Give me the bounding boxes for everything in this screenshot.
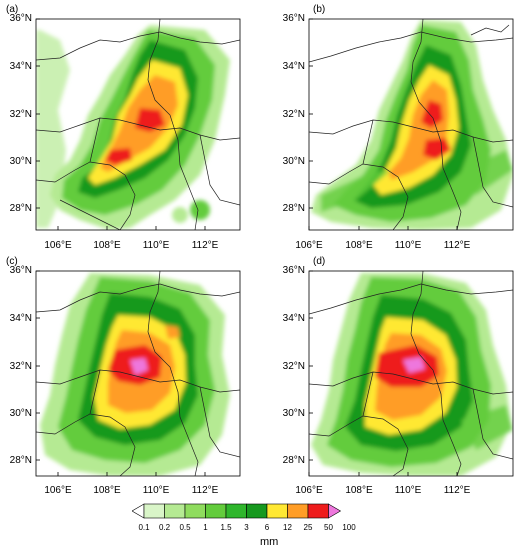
colorbar-box bbox=[164, 503, 186, 519]
lat-label: 34°N bbox=[9, 61, 32, 72]
colorbar-tick-label: 0.1 bbox=[138, 523, 150, 532]
lat-label: 30°N bbox=[282, 408, 305, 419]
colorbar-box bbox=[184, 503, 206, 519]
panel-label: (c) bbox=[6, 256, 18, 267]
colorbar-tick-label: 12 bbox=[283, 523, 292, 532]
precip-map-a bbox=[35, 18, 241, 231]
colorbar-box bbox=[246, 503, 268, 519]
precip-map-d bbox=[308, 270, 514, 477]
map-panel-b: (b) 36°N 34°N 32°N 30°N 28°N 106°E 108°E… bbox=[261, 0, 522, 262]
lon-label: 112°E bbox=[443, 485, 471, 496]
lat-label: 36°N bbox=[282, 13, 305, 24]
lat-label: 32°N bbox=[282, 109, 305, 120]
colorbar-tick-label: 3 bbox=[244, 523, 249, 532]
panel-label: (b) bbox=[313, 4, 326, 15]
panel-label: (d) bbox=[313, 256, 326, 267]
lon-label: 106°E bbox=[295, 485, 323, 496]
lat-label: 34°N bbox=[282, 61, 305, 72]
precip-map-c bbox=[35, 270, 241, 477]
lat-label: 30°N bbox=[282, 156, 305, 167]
colorbar-tick-label: 0.2 bbox=[158, 523, 171, 532]
lat-label: 28°N bbox=[9, 203, 32, 214]
map-panel-a: (a) 36°N 34°N 32°N 30°N 28°N 106°E 108°E… bbox=[0, 0, 261, 262]
lat-label: 28°N bbox=[282, 455, 305, 466]
lat-label: 34°N bbox=[9, 313, 32, 324]
lat-label: 30°N bbox=[9, 408, 32, 419]
lat-label: 28°N bbox=[9, 455, 32, 466]
colorbar-tick-label: 6 bbox=[264, 523, 270, 532]
map-panel-d: (d) 36°N 34°N 32°N 30°N 28°N 106°E 108°E… bbox=[261, 245, 522, 507]
colorbar-tick-label: 1 bbox=[203, 523, 208, 532]
colorbar-end-left bbox=[132, 503, 145, 519]
precip-map-b bbox=[308, 18, 514, 231]
colorbar-tick-label: 0.5 bbox=[179, 523, 191, 532]
lat-label: 34°N bbox=[282, 313, 305, 324]
colorbar-tick-label: 25 bbox=[303, 523, 313, 532]
lon-label: 110°E bbox=[142, 485, 170, 496]
colorbar-tick-label: 100 bbox=[342, 523, 356, 532]
lat-label: 30°N bbox=[9, 156, 32, 167]
lon-label: 112°E bbox=[191, 240, 219, 251]
lat-label: 36°N bbox=[9, 13, 32, 24]
map-panel-c: (c) 36°N 34°N 32°N 30°N 28°N 106°E 108°E… bbox=[0, 245, 261, 507]
colorbar-unit: mm bbox=[260, 536, 279, 548]
colorbar-box bbox=[307, 503, 329, 519]
lon-label: 108°E bbox=[345, 485, 373, 496]
colorbar-end-right bbox=[328, 503, 342, 519]
lat-label: 32°N bbox=[9, 361, 32, 372]
lat-label: 28°N bbox=[282, 203, 305, 214]
lon-label: 110°E bbox=[394, 240, 422, 251]
colorbar-box bbox=[287, 503, 309, 519]
lon-label: 106°E bbox=[44, 485, 72, 496]
colorbar-box bbox=[205, 503, 227, 519]
lon-label: 106°E bbox=[44, 240, 72, 251]
lon-label: 112°E bbox=[443, 240, 471, 251]
lat-label: 32°N bbox=[9, 109, 32, 120]
colorbar-box bbox=[266, 503, 288, 519]
lon-label: 110°E bbox=[142, 240, 170, 251]
colorbar-box bbox=[143, 503, 165, 519]
lat-label: 36°N bbox=[9, 265, 32, 276]
lon-label: 110°E bbox=[394, 485, 422, 496]
colorbar bbox=[132, 503, 342, 519]
colorbar-tick-label: 1.5 bbox=[220, 523, 232, 532]
lon-label: 108°E bbox=[345, 240, 373, 251]
lon-label: 108°E bbox=[93, 485, 121, 496]
lat-label: 32°N bbox=[282, 361, 305, 372]
panel-label: (a) bbox=[6, 4, 19, 15]
lon-label: 108°E bbox=[93, 240, 121, 251]
lat-label: 36°N bbox=[282, 265, 305, 276]
colorbar-tick-label: 50 bbox=[324, 523, 333, 532]
lon-label: 106°E bbox=[295, 240, 323, 251]
colorbar-box bbox=[225, 503, 247, 519]
lon-label: 112°E bbox=[191, 485, 219, 496]
